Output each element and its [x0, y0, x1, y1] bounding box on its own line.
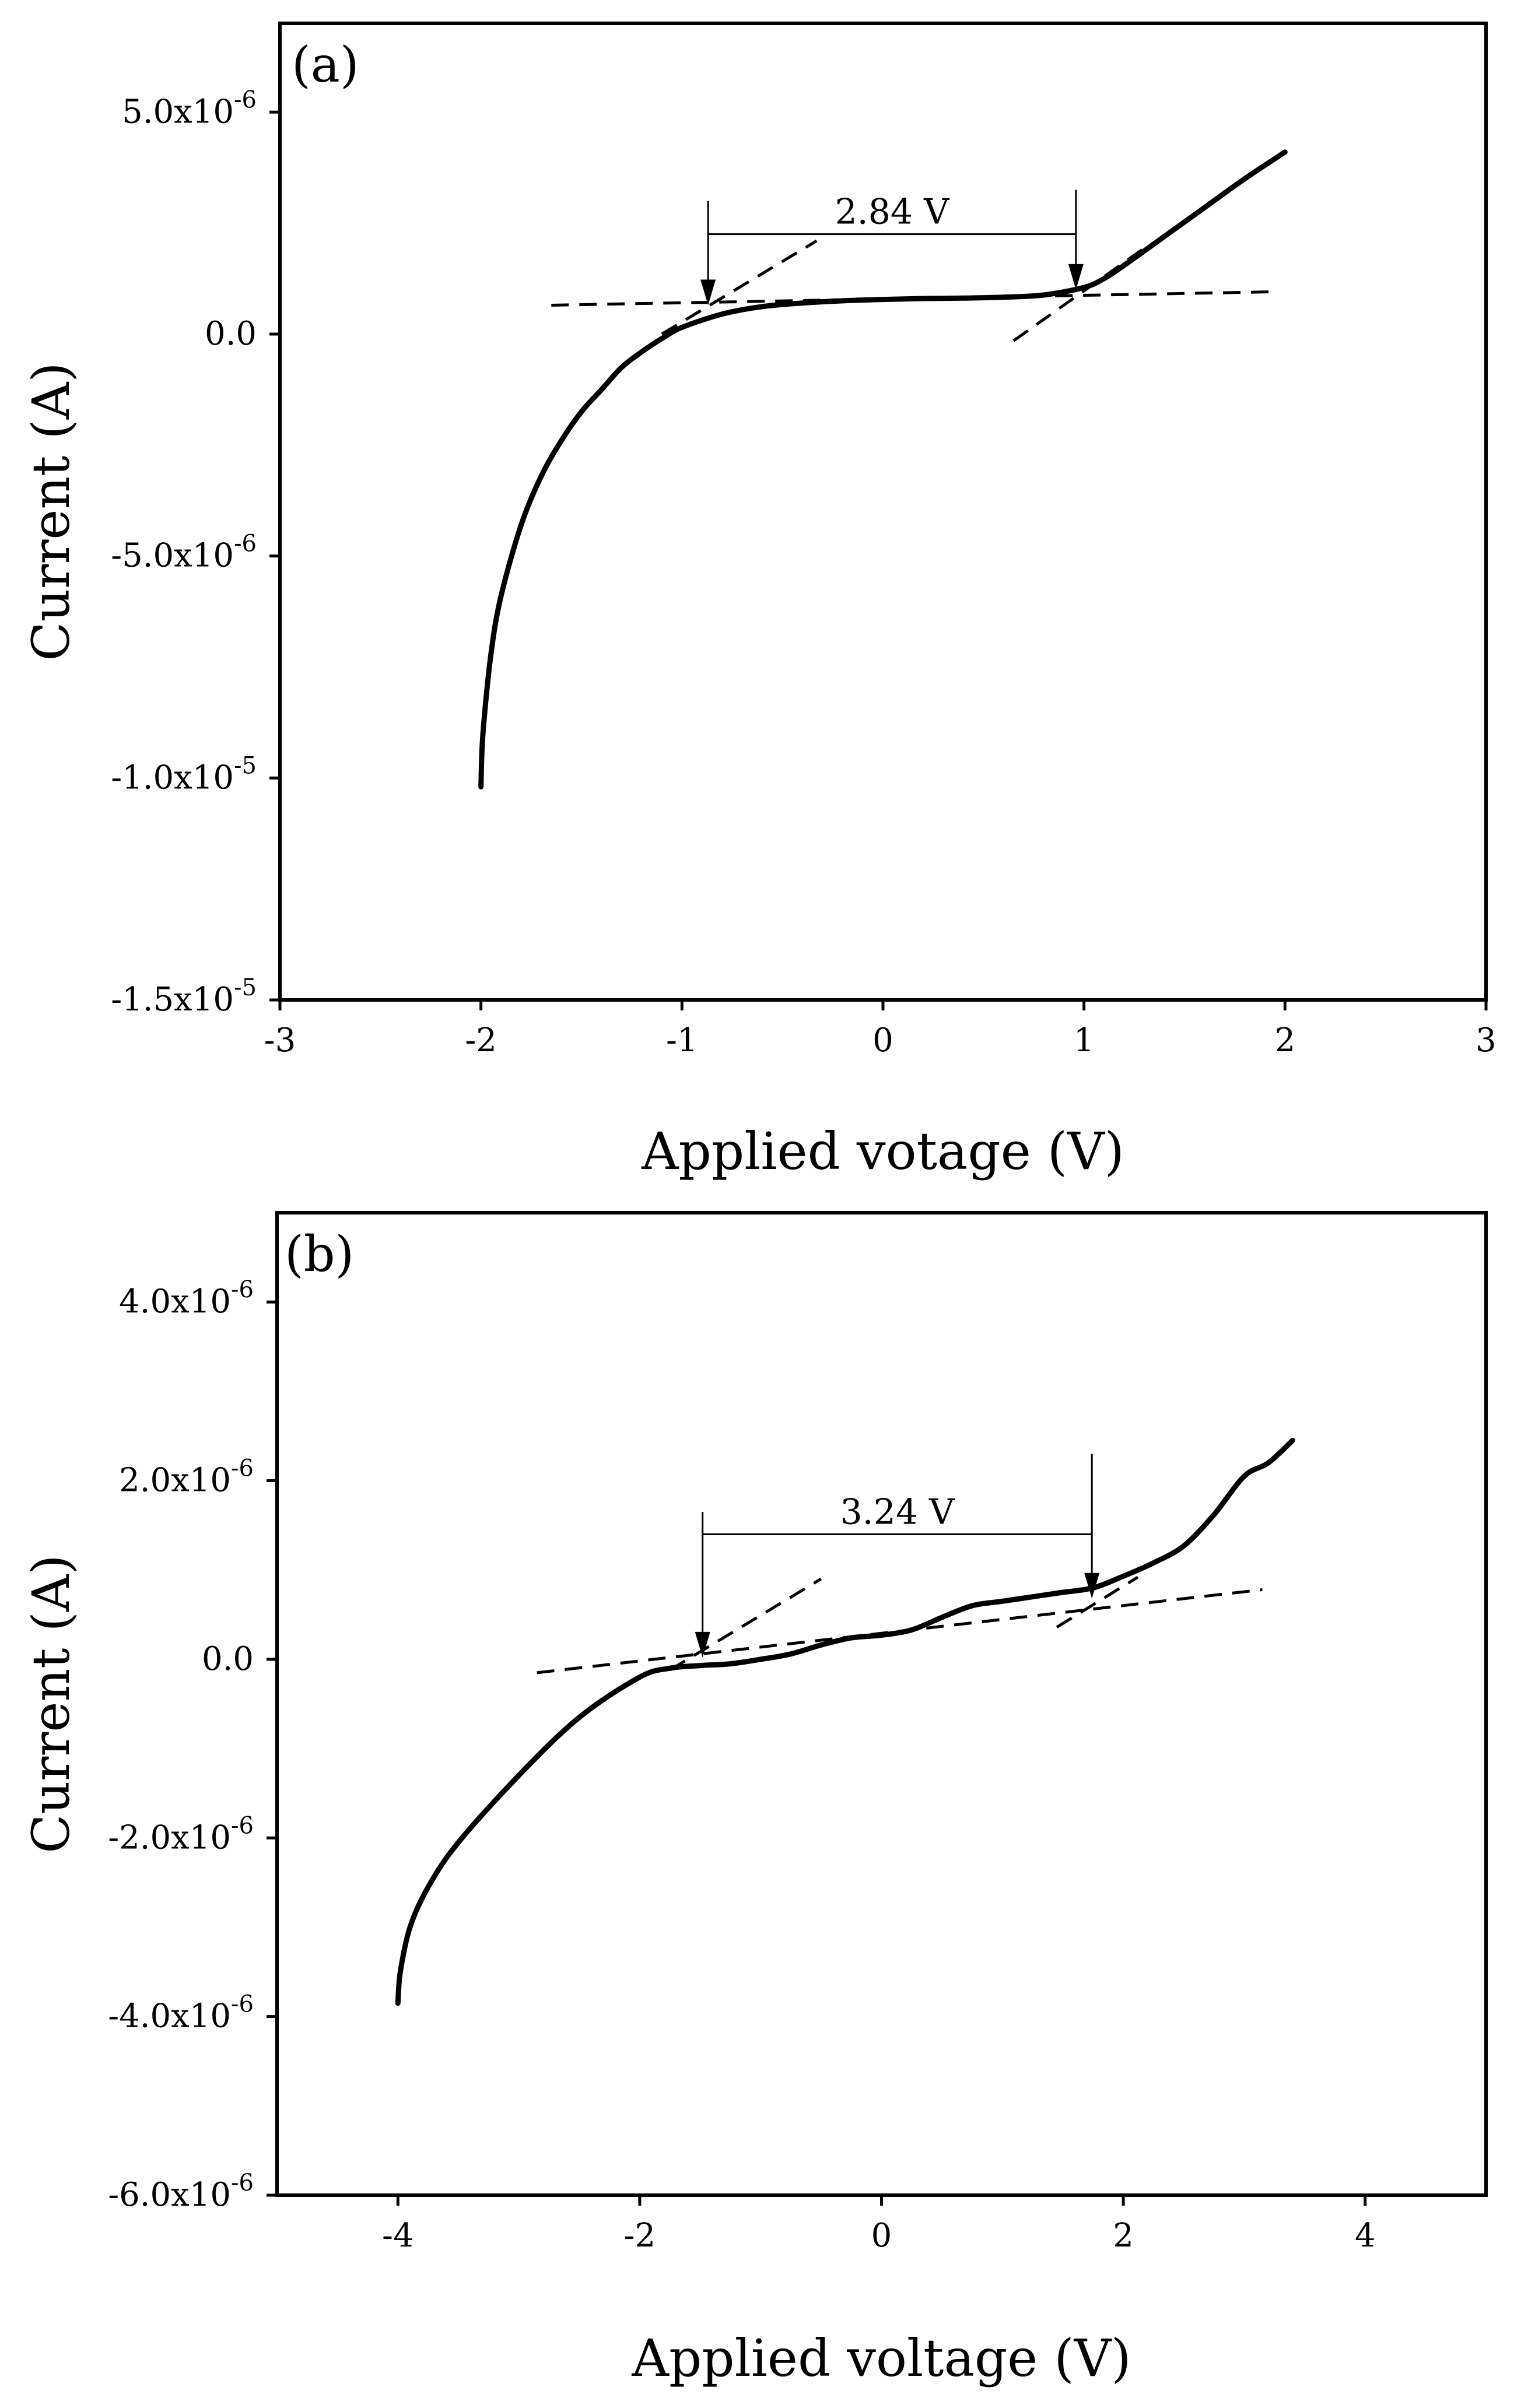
y-tick-mantissa: 0.0	[205, 315, 257, 353]
y-tick-label: 5.0x10-6	[122, 86, 257, 131]
dashed-fit-line	[1056, 1575, 1139, 1628]
x-tick-label: -3	[264, 1022, 296, 1059]
x-tick-label: 3	[1476, 1022, 1497, 1059]
right-arrow-head	[1084, 1572, 1100, 1599]
y-tick-mantissa: -1.0x10	[111, 759, 234, 796]
y-tick-label: 2.0x10-6	[119, 1455, 254, 1500]
y-tick-label: 4.0x10-6	[119, 1276, 254, 1321]
x-axis-title: Applied votage (V)	[641, 1121, 1124, 1181]
gap-value-label: 2.84 V	[835, 192, 951, 233]
chart-panel-a: -1.5x10-5-1.0x10-5-5.0x10-60.05.0x10-6 -…	[21, 22, 1497, 1181]
y-tick-exponent: -5	[234, 974, 257, 1001]
tangent-fit-lines	[551, 239, 1269, 342]
panel-label: (b)	[285, 1226, 354, 1283]
plot-frame	[278, 22, 1488, 1002]
x-tick-labels: -3 -2 -1 0 1 2 3	[264, 1022, 1497, 1059]
dashed-fit-line	[551, 290, 1269, 307]
dashed-fit-line	[661, 239, 818, 336]
y-tick-mantissa: -1.5x10	[111, 981, 234, 1019]
y-tick-label: -1.0x10-5	[111, 752, 257, 796]
y-tick-labels: -1.5x10-5-1.0x10-5-5.0x10-60.05.0x10-6	[111, 86, 257, 1019]
y-tick-exponent: -6	[231, 2170, 254, 2196]
x-tick-label: 0	[872, 1022, 893, 1059]
x-tick-label: -2	[465, 1022, 497, 1059]
y-tick-label: -5.0x10-6	[111, 531, 257, 575]
x-tick-label: -1	[666, 1022, 698, 1059]
x-tick-label: 2	[1113, 2217, 1134, 2255]
right-arrow-head	[1068, 264, 1084, 290]
y-tick-exponent: -6	[231, 1991, 254, 2018]
y-tick-label: -6.0x10-6	[108, 2170, 254, 2214]
y-tick-label: 0.0	[205, 315, 257, 353]
tick-marks	[267, 1300, 1367, 2206]
gap-annotation: 2.84 V	[700, 189, 1084, 306]
tangent-fit-lines	[537, 1575, 1263, 1675]
gap-annotation: 3.24 V	[695, 1454, 1100, 1658]
left-arrow-head	[700, 279, 716, 306]
y-tick-label: -2.0x10-6	[108, 1812, 254, 1856]
y-tick-mantissa: 5.0x10	[122, 93, 234, 131]
x-tick-labels: -4 -2 0 2 4	[382, 2217, 1376, 2255]
chart-panel-b: -6.0x10-6-4.0x10-6-2.0x10-60.02.0x10-64.…	[21, 1211, 1488, 2388]
y-tick-label: -1.5x10-5	[111, 974, 257, 1019]
y-tick-exponent: -6	[234, 86, 257, 113]
x-tick-label: -4	[382, 2217, 414, 2255]
y-tick-mantissa: -2.0x10	[108, 1819, 231, 1856]
x-tick-label: 1	[1074, 1022, 1095, 1059]
x-axis-title: Applied voltage (V)	[631, 2328, 1131, 2388]
y-tick-labels: -6.0x10-6-4.0x10-6-2.0x10-60.02.0x10-64.…	[108, 1276, 254, 2214]
y-tick-mantissa: 0.0	[202, 1640, 254, 1678]
x-tick-label: 4	[1355, 2217, 1376, 2255]
plot-frame	[275, 1211, 1488, 2197]
y-tick-mantissa: 2.0x10	[119, 1462, 231, 1500]
x-tick-label: 0	[871, 2217, 892, 2255]
y-tick-mantissa: -6.0x10	[108, 2176, 231, 2214]
y-tick-exponent: -6	[231, 1812, 254, 1839]
iv-curve	[478, 149, 1288, 789]
panel-label: (a)	[292, 36, 359, 93]
iv-curve	[395, 1438, 1295, 2006]
y-tick-label: -4.0x10-6	[108, 1991, 254, 2035]
gap-value-label: 3.24 V	[840, 1491, 955, 1532]
dashed-fit-line	[669, 1577, 822, 1672]
y-tick-mantissa: -5.0x10	[111, 537, 234, 575]
y-tick-exponent: -6	[234, 531, 257, 557]
y-tick-mantissa: -4.0x10	[108, 1998, 231, 2035]
y-tick-exponent: -5	[234, 752, 257, 779]
y-tick-exponent: -6	[231, 1455, 254, 1482]
tick-marks	[269, 110, 1488, 1010]
y-axis-title: Current (A)	[21, 1554, 81, 1853]
y-tick-mantissa: 4.0x10	[119, 1283, 231, 1321]
y-axis-title: Current (A)	[21, 362, 81, 661]
y-tick-exponent: -6	[231, 1276, 254, 1303]
x-tick-label: 2	[1275, 1022, 1296, 1059]
left-arrow-head	[695, 1631, 710, 1658]
y-tick-label: 0.0	[202, 1640, 254, 1678]
x-tick-label: -2	[624, 2217, 656, 2255]
